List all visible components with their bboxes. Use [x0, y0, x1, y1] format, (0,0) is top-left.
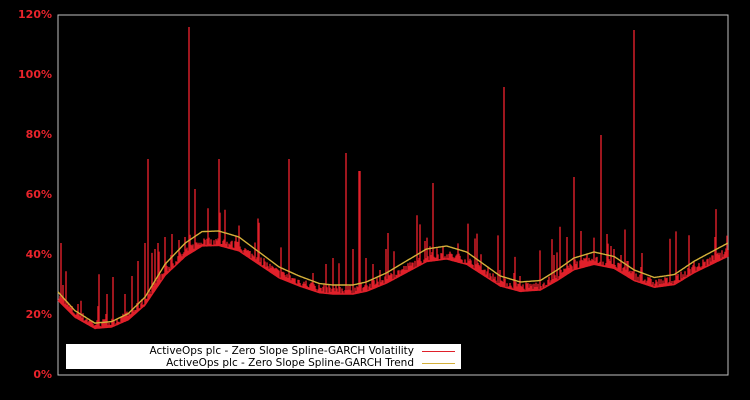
- y-tick-120: 120%: [18, 8, 52, 21]
- legend: ActiveOps plc - Zero Slope Spline-GARCH …: [66, 344, 461, 369]
- trend-line: [57, 230, 729, 324]
- y-tick-20: 20%: [25, 308, 52, 321]
- legend-swatch-trend: [422, 362, 455, 364]
- legend-item-volatility: ActiveOps plc - Zero Slope Spline-GARCH …: [150, 345, 455, 357]
- legend-swatch-volatility: [422, 350, 455, 352]
- legend-label-trend: ActiveOps plc - Zero Slope Spline-GARCH …: [166, 357, 414, 369]
- legend-label-volatility: ActiveOps plc - Zero Slope Spline-GARCH …: [149, 345, 414, 357]
- plot-area: [57, 14, 729, 376]
- y-tick-40: 40%: [25, 248, 52, 261]
- legend-item-trend: ActiveOps plc - Zero Slope Spline-GARCH …: [166, 357, 455, 369]
- volatility-line: [57, 27, 729, 330]
- y-tick-80: 80%: [25, 128, 52, 141]
- y-tick-60: 60%: [25, 188, 52, 201]
- y-tick-0: 0%: [33, 368, 52, 381]
- y-tick-100: 100%: [18, 68, 52, 81]
